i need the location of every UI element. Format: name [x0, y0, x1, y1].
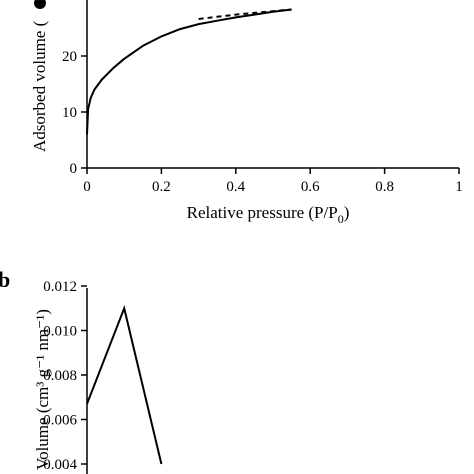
x-tick-label-a: 0.6 [301, 179, 320, 195]
series-line-b-1 [86, 304, 163, 465]
chart-panel-b: b 0.004 0.006 0.008 0.010 0.012 Volume (cm³ … [0, 267, 163, 474]
series-group-b [86, 304, 163, 465]
y-tick-label-b: 0.006 [43, 413, 77, 429]
y-tick-label-b: 0.010 [43, 324, 77, 340]
x-tick-label-a: 0.2 [152, 179, 171, 195]
y-tick-label-b: 0.008 [43, 368, 77, 384]
x-tick-label-a: 0.4 [226, 179, 245, 195]
axis-ticks-b: 0.004 0.006 0.008 0.010 0.012 [43, 279, 87, 473]
y-axis-title-b: Volume (cm³ g⁻¹ nm⁻¹) [33, 309, 52, 470]
series-group-a [86, 8, 292, 135]
y-axis-title-a: Adsorbed volume ( [30, 20, 49, 152]
x-axis-title-a: Relative pressure (P/P0) [187, 203, 350, 226]
y-axis-title-clipped-mark-a [34, 0, 46, 9]
y-tick-label-b: 0.004 [43, 457, 77, 473]
panel-label-b: b [0, 267, 10, 292]
y-tick-label-a: 0 [70, 161, 78, 177]
y-tick-label-b: 0.012 [43, 279, 77, 295]
x-tick-label-a: 0.8 [375, 179, 394, 195]
x-tick-label-a: 1 [455, 179, 463, 195]
series-line-a-1 [86, 8, 292, 135]
y-tick-label-a: 10 [62, 105, 77, 121]
y-tick-label-a: 20 [62, 49, 77, 65]
x-tick-label-a: 0 [83, 179, 91, 195]
series-line-a-2 [198, 8, 292, 20]
